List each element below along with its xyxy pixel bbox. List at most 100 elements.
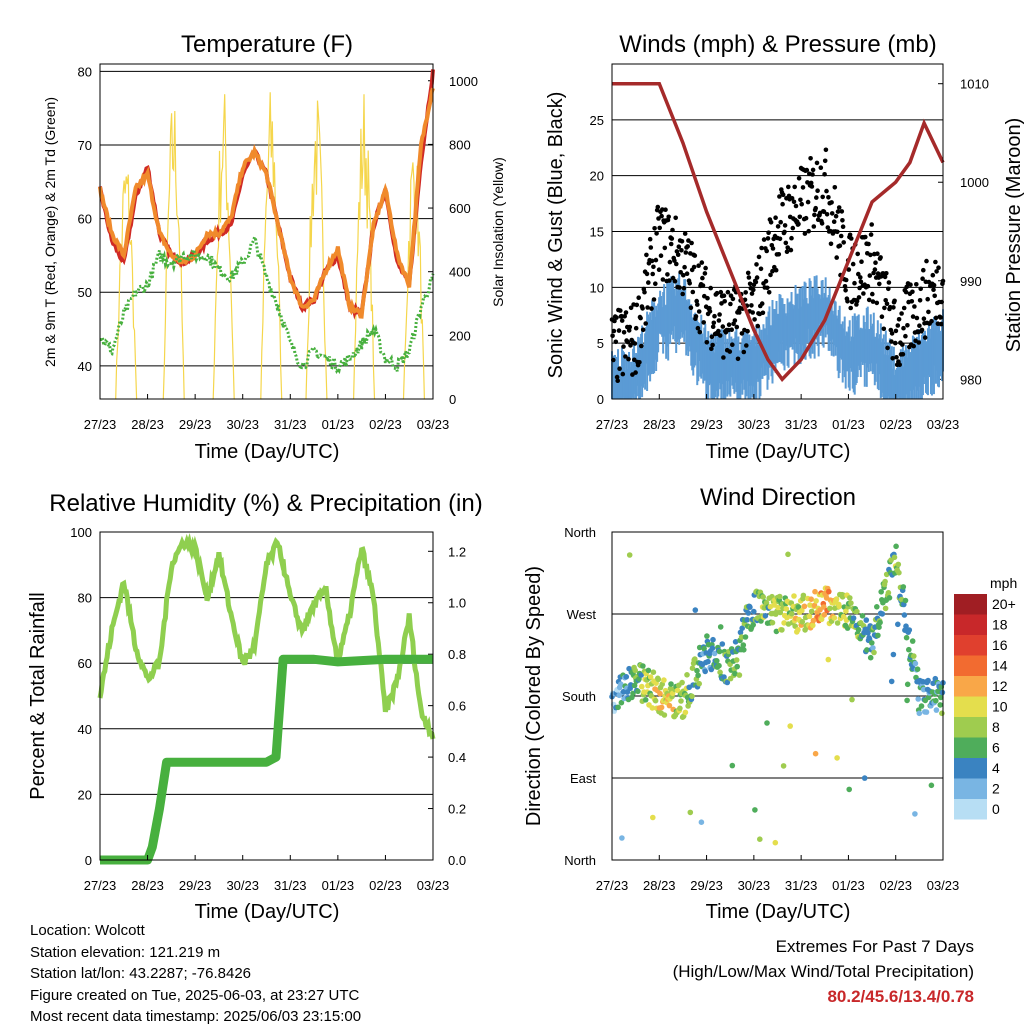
temperature-ytick-label: 80 [78,64,92,79]
gust-point [710,324,716,330]
gust-point [778,219,783,225]
gust-point [929,318,934,324]
direction-point [909,638,916,644]
direction-point [736,672,743,678]
direction-point [619,835,625,841]
winds-xtick-label: 28/23 [643,417,676,432]
direction-xtick-label: 27/23 [596,878,629,893]
direction-point [890,651,897,658]
extremes-values: 80.2/45.6/13.4/0.78 [827,987,974,1006]
direction-point [642,697,649,703]
legend-swatch [954,594,987,615]
direction-point [854,608,860,615]
winds-xtick-label: 01/23 [832,417,865,432]
direction-ylabel-left: Direction (Colored By Speed) [523,566,545,826]
legend-swatch [954,778,987,799]
gust-point [823,147,829,153]
direction-point [813,598,819,604]
temperature-xlabel: Time (Day/UTC) [195,441,340,463]
gust-point [700,275,705,281]
direction-ytick-label: South [562,689,596,704]
direction-point [821,604,827,610]
direction-point [618,681,624,687]
humidity-y2tick-label: 1.2 [448,544,466,559]
gust-point [930,272,936,278]
direction-point [836,603,843,610]
direction-point [741,647,747,653]
legend-swatch [954,676,987,697]
direction-point [668,681,674,687]
gust-point [931,282,937,288]
direction-point [875,632,881,639]
direction-point [928,782,935,789]
gust-point [682,264,687,270]
humidity-ytick-label: 60 [78,656,92,671]
gust-point [717,333,723,338]
direction-point [658,704,665,711]
gust-point [773,267,779,273]
gust-point [656,267,662,273]
gust-point [926,309,931,315]
gust-point [798,197,803,203]
gust-point [866,241,871,247]
gust-point [895,323,901,328]
direction-point [831,615,838,621]
gust-point [918,286,923,292]
direction-point [812,750,819,757]
gust-point [873,260,878,266]
gust-point [810,172,815,177]
gust-point [858,279,864,285]
gust-point [718,289,724,295]
winds-ytick-label: 10 [590,280,604,295]
direction-point [695,672,701,679]
direction-point [939,689,946,696]
direction-point [716,662,722,669]
direction-point [812,588,818,595]
legend-label: 18 [992,617,1008,633]
gust-point [938,315,943,320]
direction-point [834,755,840,761]
gust-point [831,219,837,224]
gust-point [840,224,846,229]
direction-point [827,605,833,612]
direction-point [618,699,625,706]
humidity-y2tick-label: 0.2 [448,802,466,817]
gust-point [896,317,902,322]
temperature-xtick-label: 01/23 [322,417,355,432]
direction-point [632,667,638,674]
direction-point [901,612,908,618]
gust-point [843,288,848,293]
direction-point [783,606,790,612]
direction-point [888,678,895,685]
gust-point [652,226,657,231]
direction-point [721,674,727,680]
gust-point [890,356,895,361]
direction-point [704,633,710,639]
humidity-y2tick-label: 1.0 [448,596,466,611]
gust-point [683,250,689,255]
direction-point [785,551,791,558]
gust-point [688,305,694,311]
direction-point [795,604,802,610]
gust-point [701,320,706,325]
direction-point [912,811,918,817]
direction-point [696,680,702,687]
gust-point [716,328,721,334]
gust-point [689,240,694,246]
gust-point [806,228,811,234]
gust-point [722,299,727,304]
gust-point [674,261,679,267]
figure-created: Figure created on Tue, 2025-06-03, at 23… [30,986,360,1004]
direction-point [879,611,886,617]
direction-point [781,620,787,626]
temperature-ytick-label: 60 [78,212,92,227]
direction-point [859,613,866,619]
temperature-panel: Temperature (F) 405060708002004006008001… [42,31,506,463]
direction-point [640,663,646,669]
direction-point [638,672,644,678]
gust-point [754,262,759,267]
gust-point [632,357,637,363]
gust-point [672,278,678,284]
gust-point [850,261,856,267]
